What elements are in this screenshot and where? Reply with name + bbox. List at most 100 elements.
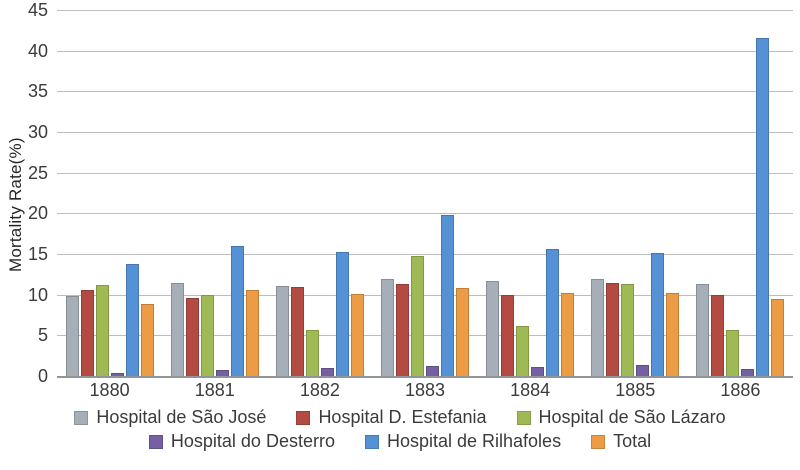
bar [320, 368, 334, 376]
legend-item: Hospital de São Lázaro [516, 407, 726, 428]
y-tick-label: 0 [37, 366, 48, 386]
bar [230, 246, 244, 376]
legend-item: Hospital de Rilhafoles [364, 431, 562, 452]
bar [651, 253, 665, 376]
bar [200, 295, 214, 376]
bar [335, 252, 349, 376]
plot-area [57, 10, 793, 378]
gridline [57, 91, 793, 93]
bar [546, 249, 560, 376]
bar [185, 298, 199, 376]
legend-item: Hospital do Desterro [148, 431, 335, 452]
bar [440, 215, 454, 376]
legend-item: Hospital de São José [74, 407, 266, 428]
bar [215, 370, 229, 376]
bar [455, 288, 469, 376]
bar [305, 330, 319, 376]
gridline [57, 294, 793, 296]
legend-item: Hospital D. Estefania [296, 407, 487, 428]
bar-group-1885 [583, 10, 688, 376]
bar [756, 38, 770, 376]
legend-swatch-icon [74, 410, 89, 425]
x-tick-label: 1886 [720, 380, 761, 400]
bar [170, 283, 184, 376]
bar [410, 256, 424, 376]
bar-group-1881 [162, 10, 267, 376]
gridline [57, 254, 793, 255]
bar [350, 294, 364, 376]
legend-label: Hospital de São Lázaro [538, 407, 726, 427]
legend: Hospital de São José Hospital D. Estefani… [0, 407, 800, 452]
x-tick-label: 1880 [89, 380, 130, 400]
bar [125, 264, 139, 376]
bar [80, 290, 94, 376]
gridline [57, 213, 793, 215]
legend-row: Hospital do Desterro Hospital de Rilhafol… [0, 431, 800, 452]
bar-group-1886 [688, 10, 793, 376]
gridline [57, 132, 793, 133]
bar [726, 330, 740, 376]
bar [380, 279, 394, 376]
legend-label: Hospital de São José [96, 407, 267, 427]
legend-label: Hospital D. Estefania [318, 407, 487, 427]
bar [110, 373, 124, 376]
y-tick-label: 10 [27, 284, 48, 305]
legend-label: Hospital de Rilhafoles [386, 431, 562, 451]
legend-swatch-icon [364, 434, 379, 449]
bar [711, 295, 725, 376]
bar [636, 365, 650, 376]
y-tick-label: 20 [27, 203, 48, 224]
x-axis-tick-labels: 1880 1881 1882 1883 1884 1885 1886 [57, 380, 793, 401]
bar [425, 366, 439, 376]
legend-item: Total [591, 431, 651, 452]
y-tick-label: 45 [27, 0, 48, 20]
x-tick-label: 1882 [299, 380, 340, 400]
bar [606, 283, 620, 376]
legend-swatch-icon [296, 410, 311, 425]
y-tick-label: 40 [27, 40, 48, 61]
x-tick-label: 1883 [404, 380, 446, 400]
gridline [57, 172, 793, 174]
bar [666, 293, 680, 376]
gridline [57, 335, 793, 337]
y-tick-label: 25 [27, 162, 48, 183]
bar [561, 293, 575, 376]
legend-label: Hospital do Desterro [170, 431, 335, 451]
x-tick-label: 1881 [194, 380, 235, 400]
y-tick-label: 30 [27, 122, 48, 142]
bar-groups [57, 10, 793, 376]
bar [140, 304, 154, 376]
bar [275, 286, 289, 376]
bar [741, 369, 755, 376]
bar [245, 290, 259, 376]
bar [771, 299, 785, 376]
bar [501, 295, 515, 376]
bar-group-1883 [372, 10, 477, 376]
legend-label: Total [613, 431, 652, 451]
bar [395, 284, 409, 376]
bar [696, 284, 710, 376]
bar [486, 281, 500, 376]
bar [591, 279, 605, 376]
bar [95, 285, 109, 376]
y-tick-label: 15 [27, 244, 48, 264]
bar-group-1884 [478, 10, 583, 376]
gridline [57, 10, 793, 11]
x-tick-label: 1884 [510, 380, 551, 400]
legend-row: Hospital de São José Hospital D. Estefani… [0, 407, 800, 428]
x-tick-label: 1885 [615, 380, 656, 400]
y-tick-label: 35 [27, 81, 48, 102]
legend-swatch-icon [516, 410, 531, 425]
bar [621, 284, 635, 376]
legend-swatch-icon [591, 434, 606, 449]
bar-group-1880 [57, 10, 162, 376]
bar-group-1882 [267, 10, 372, 376]
bar [516, 326, 530, 376]
bar [531, 367, 545, 376]
bar [290, 287, 304, 376]
gridline [57, 50, 793, 52]
legend-swatch-icon [148, 434, 163, 449]
y-tick-label: 5 [37, 325, 48, 346]
bar [65, 296, 79, 376]
